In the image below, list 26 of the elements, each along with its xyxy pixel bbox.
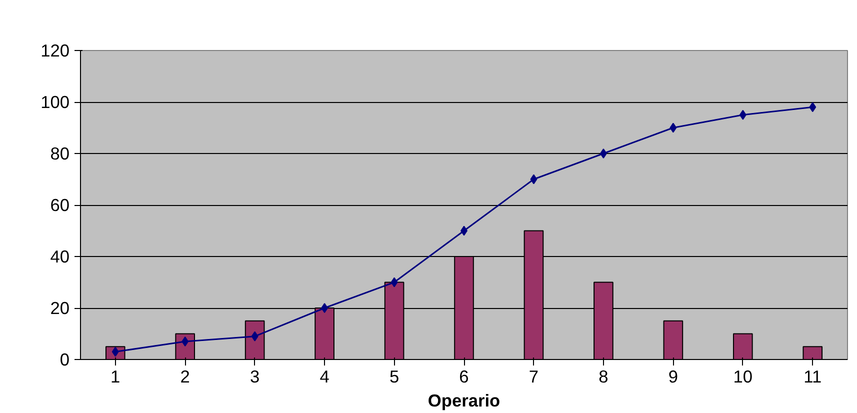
x-tick-label: 3 bbox=[250, 366, 260, 386]
x-axis-title: Operario bbox=[428, 390, 500, 410]
y-tick-label: 0 bbox=[60, 350, 70, 370]
x-tick-label: 8 bbox=[598, 366, 608, 386]
x-tick-label: 2 bbox=[180, 366, 190, 386]
x-tick-label: 6 bbox=[459, 366, 469, 386]
y-tick-label: 20 bbox=[50, 298, 70, 318]
y-tick-label: 40 bbox=[50, 246, 70, 266]
x-tick-label: 10 bbox=[733, 366, 753, 386]
y-tick-label: 100 bbox=[40, 92, 70, 112]
x-tick-label: 5 bbox=[389, 366, 400, 386]
x-tick-label: 4 bbox=[320, 366, 330, 386]
point bbox=[600, 148, 607, 158]
point bbox=[670, 122, 677, 133]
point bbox=[321, 303, 328, 313]
y-tick-label: 60 bbox=[50, 195, 70, 215]
x-tick-label: 11 bbox=[804, 366, 822, 386]
x-tick-label: 1 bbox=[110, 366, 120, 386]
point bbox=[739, 110, 746, 120]
x-tick-label: 9 bbox=[668, 366, 678, 386]
point bbox=[809, 102, 816, 112]
y-tick-label: 120 bbox=[40, 40, 70, 60]
point bbox=[530, 174, 538, 184]
y-tick-label: 80 bbox=[50, 144, 70, 164]
point bbox=[390, 277, 398, 288]
x-tick-label: 7 bbox=[528, 366, 539, 386]
